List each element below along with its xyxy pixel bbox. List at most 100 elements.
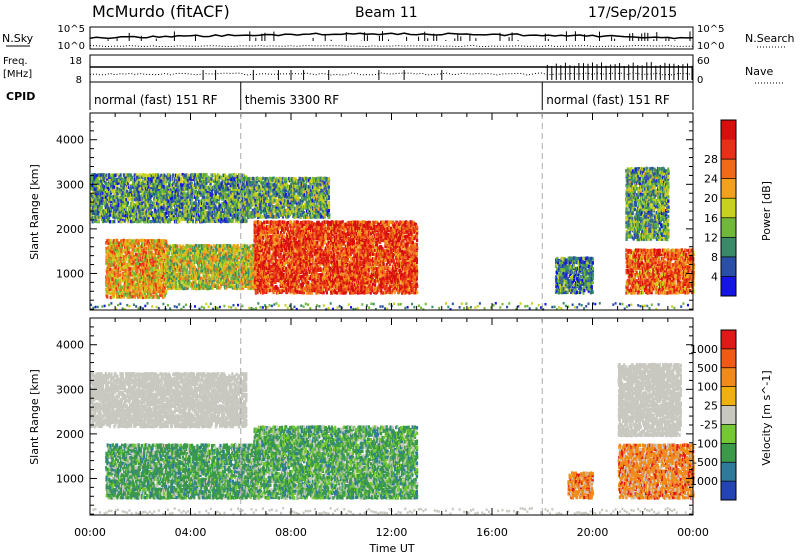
- echo-cell: [150, 200, 152, 204]
- echo-cell: [210, 177, 212, 181]
- echo-cell: [109, 220, 111, 224]
- echo-cell: [138, 239, 140, 243]
- echo-cell: [194, 173, 196, 177]
- freq-tick-bottom: 8: [76, 75, 82, 86]
- echo-cell: [109, 213, 111, 217]
- echo-cell: [110, 296, 112, 300]
- echo-cell: [184, 262, 186, 266]
- echo-cell: [171, 208, 173, 212]
- echo-cell: [180, 177, 182, 181]
- beam-title: Beam 11: [355, 5, 418, 21]
- echo-cell: [234, 244, 236, 248]
- nsky-tick-bottom: 10^0: [58, 41, 85, 52]
- echo-cell: [167, 245, 169, 249]
- echo-cell: [125, 208, 127, 212]
- echo-cell: [96, 174, 98, 178]
- echo-cell: [153, 295, 155, 299]
- echo-cell: [114, 174, 116, 178]
- nave-tick-top: 60: [697, 56, 710, 67]
- echo-cell: [143, 174, 145, 178]
- echo-cell: [165, 290, 167, 294]
- echo-cell: [163, 250, 165, 254]
- echo-cell: [184, 174, 186, 178]
- cpid-label: CPID: [6, 90, 35, 103]
- echo-cell: [150, 220, 152, 224]
- freq-tick-top: 18: [69, 56, 82, 67]
- echo-cell: [127, 283, 129, 287]
- echo-cell: [120, 173, 122, 177]
- echo-cell: [235, 173, 237, 177]
- echo-cell: [224, 244, 226, 248]
- echo-cell: [129, 197, 131, 201]
- cpid-segment-label: normal (fast) 151 RF: [546, 93, 670, 107]
- echo-cell: [126, 269, 128, 273]
- freq-panel-frame: [90, 55, 693, 82]
- echo-cell: [137, 269, 139, 273]
- echo-cell: [203, 195, 205, 199]
- echo-cell: [113, 220, 115, 224]
- echo-cell: [178, 220, 180, 224]
- echo-cell: [207, 176, 209, 180]
- echo-cell: [227, 279, 229, 283]
- echo-cell: [139, 173, 141, 177]
- echo-cell: [268, 221, 270, 225]
- echo-cell: [110, 239, 112, 243]
- echo-cell: [147, 174, 149, 178]
- echo-cell: [194, 266, 196, 270]
- echo-cell: [153, 239, 155, 243]
- nsearch-label: N.Search: [745, 32, 795, 45]
- echo-cell: [110, 261, 112, 265]
- echo-cell: [224, 174, 226, 178]
- nsearch-tick-bottom: 10^0: [697, 41, 724, 52]
- echo-cell: [108, 239, 110, 243]
- echo-cell: [166, 211, 168, 215]
- echo-cell: [248, 248, 250, 252]
- echo-cell: [131, 267, 133, 271]
- echo-cell: [133, 215, 135, 219]
- echo-cell: [133, 282, 135, 286]
- echo-cell: [184, 191, 186, 195]
- echo-cell: [263, 289, 265, 293]
- echo-cell: [175, 281, 177, 285]
- nsearch-tick-top: 10^5: [697, 24, 724, 35]
- nave-tick-bottom: 0: [697, 75, 703, 86]
- echo-cell: [114, 199, 116, 203]
- echo-cell: [119, 273, 121, 277]
- power-echoes: [90, 167, 695, 311]
- echo-cell: [129, 267, 131, 271]
- echo-cell: [218, 180, 220, 184]
- nsky-line: [90, 33, 693, 38]
- echo-cell: [165, 240, 167, 244]
- echo-cell: [125, 173, 127, 177]
- echo-cell: [172, 173, 174, 177]
- echo-cell: [232, 281, 234, 285]
- nave-label: Nave: [745, 65, 773, 78]
- freq-label: Freq.: [3, 56, 28, 67]
- nave-line: [90, 73, 693, 75]
- echo-cell: [198, 264, 200, 268]
- echo-cell: [178, 265, 180, 269]
- echo-cell: [117, 173, 119, 177]
- nsearch-line: [90, 46, 693, 47]
- echo-cell: [167, 177, 169, 181]
- echo-cell: [154, 257, 156, 261]
- echo-cell: [132, 295, 134, 299]
- echo-cell: [111, 220, 113, 224]
- echo-cell: [178, 173, 180, 177]
- echo-cell: [94, 205, 96, 209]
- echo-cell: [163, 174, 165, 178]
- echo-cell: [176, 245, 178, 249]
- echo-cell: [153, 173, 155, 177]
- echo-cell: [145, 251, 147, 255]
- echo-cell: [113, 177, 115, 181]
- cpid-segments: normal (fast) 151 RF themis 3300 RF normal…: [94, 82, 670, 110]
- echo-cell: [217, 245, 219, 249]
- date-title: 17/Sep/2015: [588, 5, 677, 21]
- echo-cell: [139, 263, 141, 267]
- echo-cell: [106, 295, 108, 299]
- echo-cell: [94, 173, 96, 177]
- echo-cell: [237, 244, 239, 248]
- nsky-tick-top: 10^5: [58, 24, 85, 35]
- echo-cell: [257, 291, 259, 295]
- cpid-segment-label: normal (fast) 151 RF: [94, 93, 218, 107]
